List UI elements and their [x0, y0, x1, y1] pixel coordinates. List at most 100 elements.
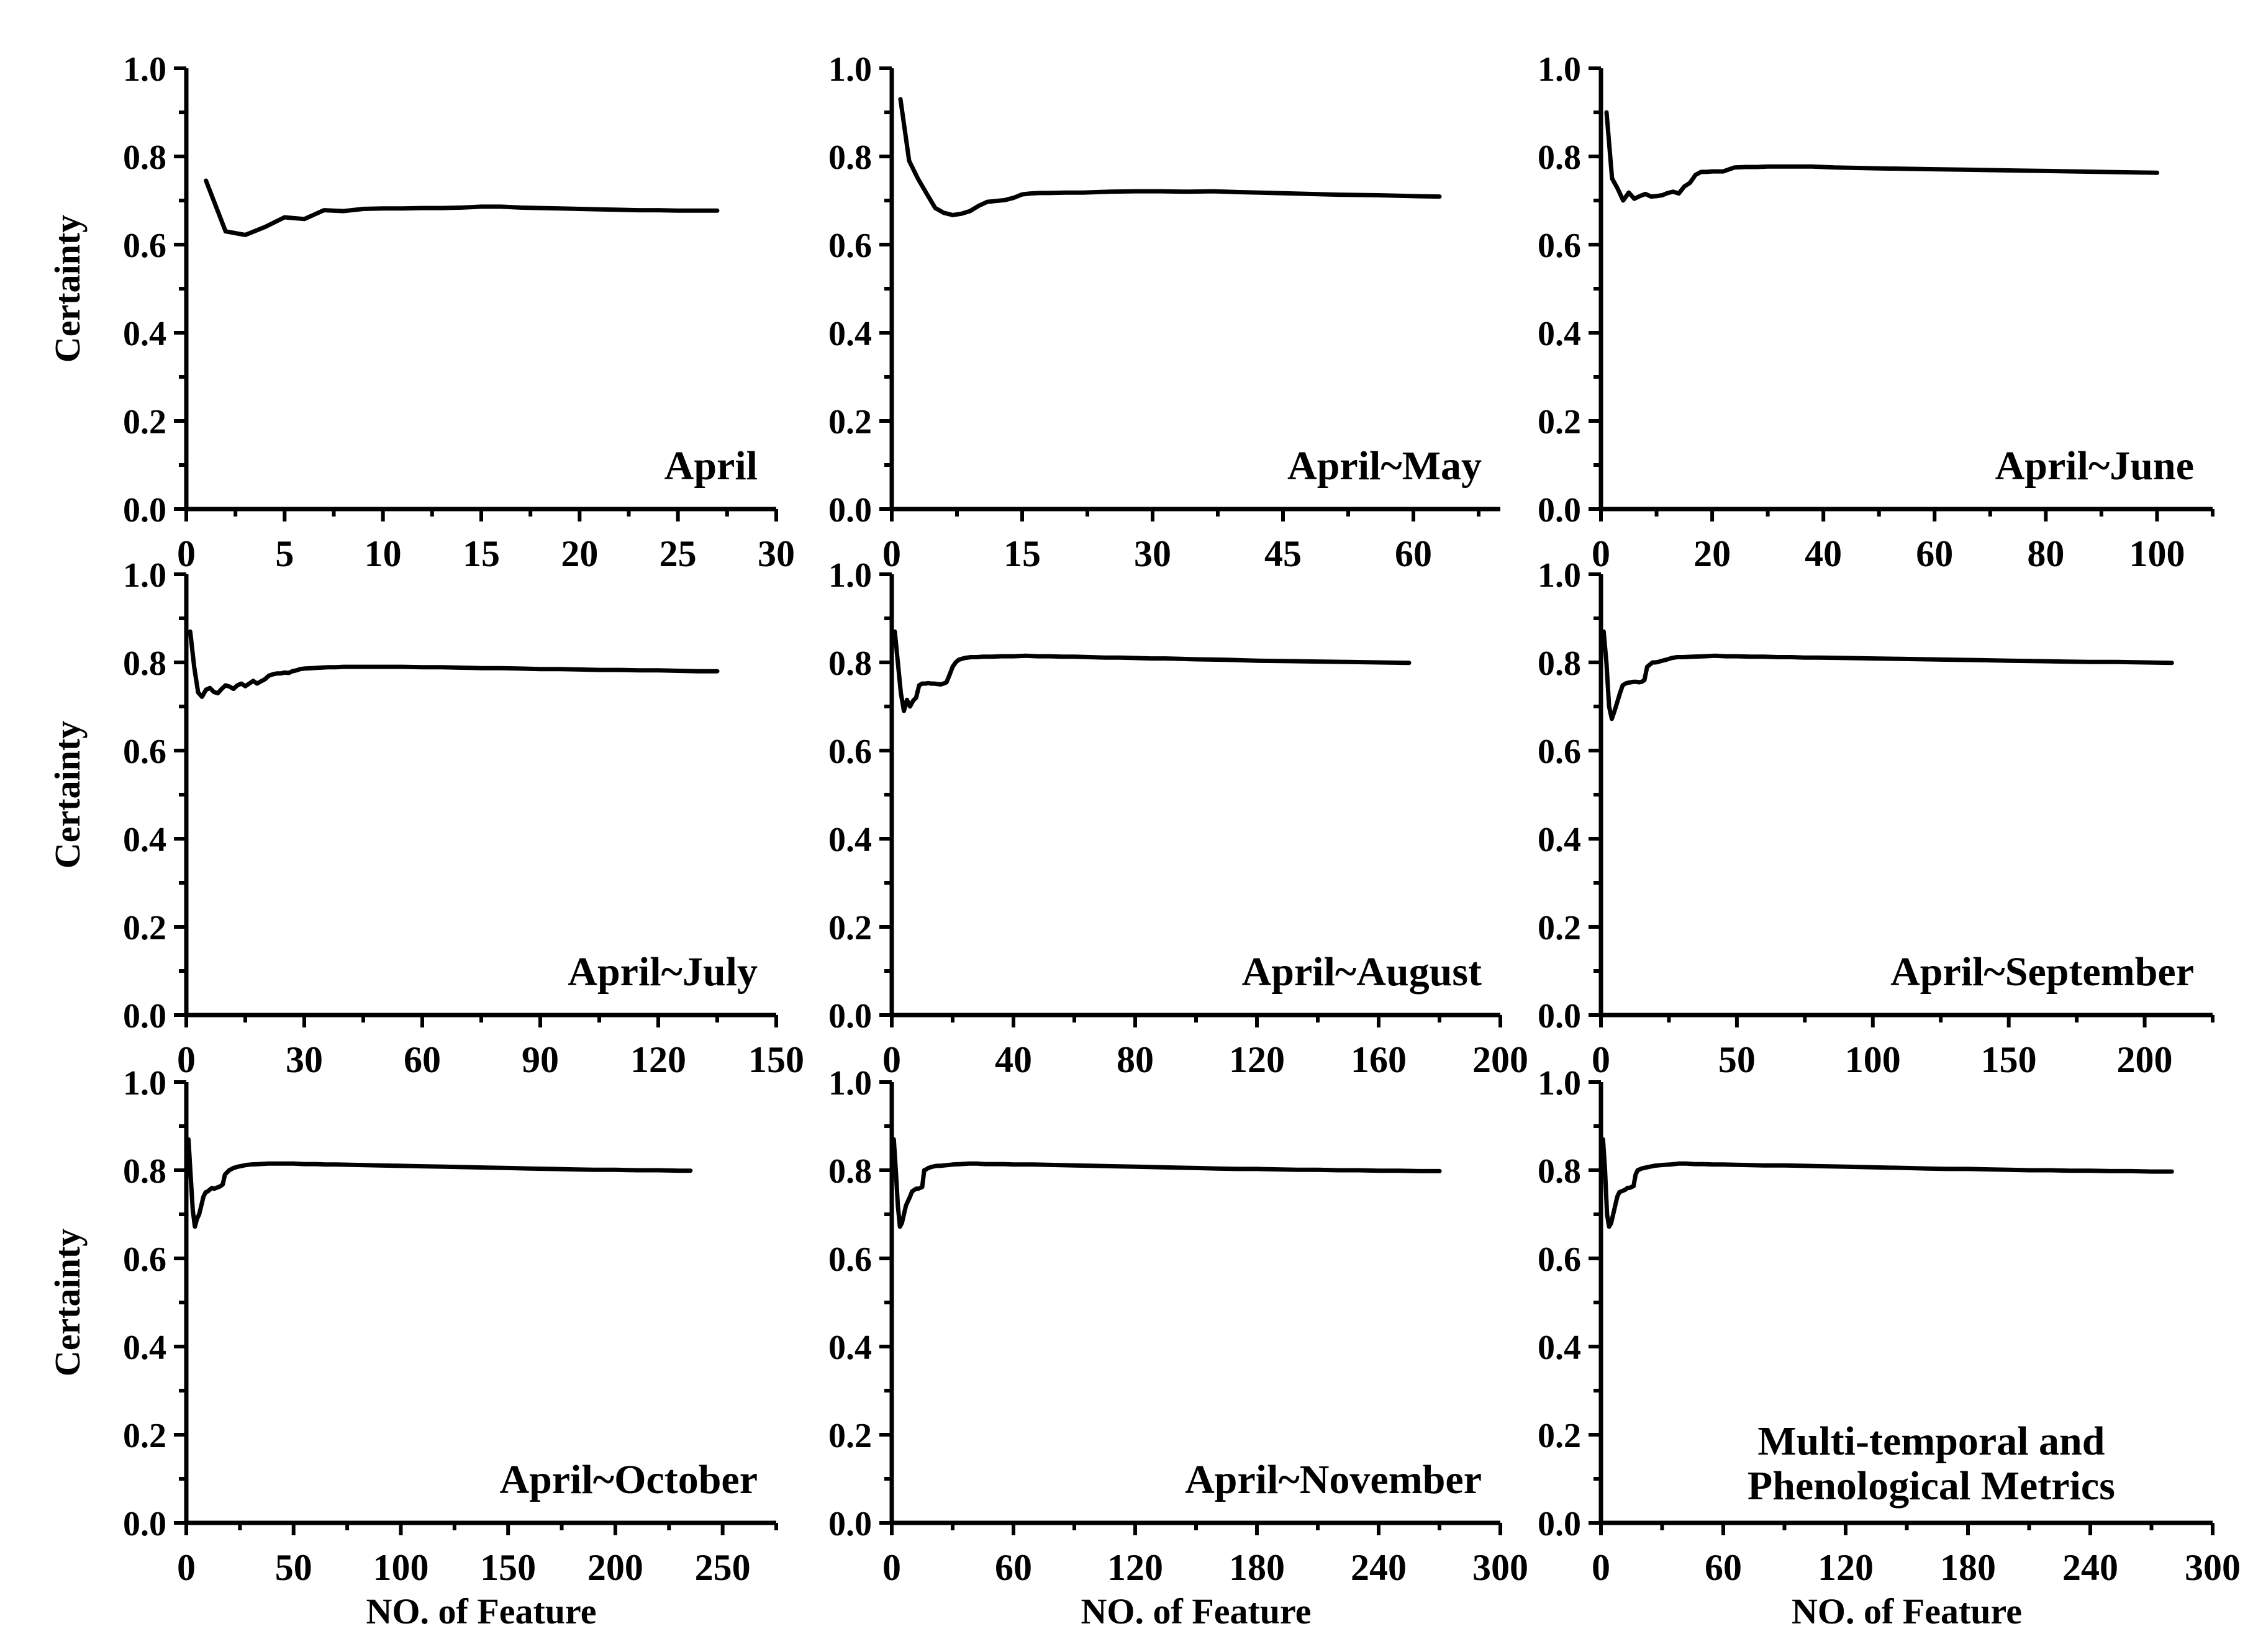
series-line — [891, 1137, 1442, 1229]
series-line — [204, 178, 720, 237]
y-tick-label: 1.0 — [123, 50, 166, 89]
x-tick-label: 15 — [463, 533, 500, 574]
x-tick-label: 30 — [286, 1039, 323, 1080]
x-tick-label: 0 — [1592, 1039, 1610, 1080]
series-line — [898, 97, 1442, 217]
x-tick-label: 150 — [748, 1039, 804, 1080]
x-tick-label: 60 — [1395, 533, 1432, 574]
x-tick-label: 30 — [758, 533, 795, 574]
series-line — [892, 629, 1412, 713]
y-tick-label: 0.2 — [1538, 909, 1581, 947]
y-tick-label: 0.8 — [1538, 1152, 1581, 1191]
x-tick-label: 0 — [177, 1547, 196, 1588]
x-axis-title: NO. of Feature — [1081, 1591, 1312, 1632]
x-tick-label: 180 — [1940, 1547, 1996, 1588]
y-tick-label: 0.6 — [828, 1240, 872, 1279]
y-tick-label: 0.4 — [1538, 1329, 1581, 1367]
panel-title: April~July — [568, 949, 758, 995]
y-tick-label: 0.8 — [828, 1152, 872, 1191]
x-tick-label: 160 — [1351, 1039, 1407, 1080]
x-tick-label: 60 — [404, 1039, 441, 1080]
y-tick-label: 1.0 — [123, 1064, 166, 1103]
y-tick-label: 0.4 — [123, 821, 166, 859]
y-tick-label: 0.4 — [828, 1329, 872, 1367]
panel-april-may: 0.0 0.2 0.4 0.6 0.8 1.0 0 15 30 45 60 April~May — [828, 50, 1500, 574]
x-tick-label: 20 — [561, 533, 598, 574]
x-tick-label: 0 — [177, 1039, 196, 1080]
x-tick-label: 120 — [1107, 1547, 1163, 1588]
y-tick-label: 0.4 — [123, 1329, 166, 1367]
panel-title: April~October — [499, 1457, 758, 1502]
x-tick-label: 180 — [1229, 1547, 1285, 1588]
y-axis-title: Certainty — [47, 1229, 88, 1376]
x-tick-label: 240 — [1351, 1547, 1407, 1588]
x-tick-label: 90 — [522, 1039, 559, 1080]
y-tick-label: 0.0 — [123, 997, 166, 1036]
y-tick-label: 0.8 — [123, 138, 166, 177]
x-tick-label: 15 — [1004, 533, 1041, 574]
x-tick-label: 0 — [177, 533, 196, 574]
series-line — [186, 1137, 693, 1229]
y-tick-label: 0.8 — [828, 138, 872, 177]
y-tick-label: 0.6 — [1538, 733, 1581, 771]
y-tick-label: 1.0 — [828, 1064, 872, 1103]
panel-april-july: 0.0 0.2 0.4 0.6 0.8 1.0 0 30 60 90 120 150 April~Jul… — [47, 556, 804, 1080]
y-tick-label: 0.2 — [123, 1417, 166, 1455]
x-tick-label: 50 — [1718, 1039, 1756, 1080]
y-tick-label: 0.0 — [1538, 997, 1581, 1036]
panel-april: 0.0 0.2 0.4 0.6 0.8 1.0 0 5 10 15 20 25 30 April Certa… — [47, 50, 795, 574]
x-tick-label: 250 — [695, 1547, 751, 1588]
y-tick-label: 0.2 — [828, 403, 872, 441]
series-line — [1601, 629, 2174, 721]
x-tick-label: 100 — [1845, 1039, 1901, 1080]
panel-title: April~August — [1242, 949, 1482, 995]
panel-title: April~September — [1890, 949, 2194, 995]
series-line — [1604, 110, 2159, 203]
y-axis-title: Certainty — [47, 721, 88, 869]
y-tick-label: 1.0 — [1538, 1064, 1581, 1103]
x-tick-label: 100 — [2129, 533, 2185, 574]
y-tick-label: 0.2 — [828, 909, 872, 947]
x-axis-title: NO. of Feature — [1792, 1591, 2022, 1632]
y-tick-label: 0.4 — [1538, 821, 1581, 859]
x-tick-label: 120 — [630, 1039, 686, 1080]
y-tick-label: 1.0 — [828, 556, 872, 595]
panel-title: April~November — [1185, 1457, 1482, 1502]
panel-title: April~June — [1995, 443, 2194, 489]
panel-april-september: 0.0 0.2 0.4 0.6 0.8 1.0 0 50 100 150 200 April~Sept… — [1538, 556, 2214, 1080]
y-tick-label: 0.0 — [828, 997, 872, 1036]
panel-april-october: 0.0 0.2 0.4 0.6 0.8 1.0 0 50 100 150 200 250 April~O… — [47, 1064, 778, 1632]
x-tick-label: 0 — [1592, 533, 1610, 574]
x-tick-label: 25 — [660, 533, 697, 574]
x-axis-title: NO. of Feature — [366, 1591, 597, 1632]
x-tick-label: 200 — [587, 1547, 643, 1588]
x-tick-label: 120 — [1229, 1039, 1285, 1080]
x-tick-label: 45 — [1264, 533, 1302, 574]
panel-title: April — [664, 443, 758, 489]
panel-april-june: 0.0 0.2 0.4 0.6 0.8 1.0 0 20 40 60 80 100 April~June — [1538, 50, 2214, 574]
x-tick-label: 0 — [882, 1039, 901, 1080]
series-line — [188, 629, 720, 699]
y-tick-label: 0.0 — [123, 1505, 166, 1543]
y-tick-label: 1.0 — [1538, 556, 1581, 595]
y-tick-label: 1.0 — [123, 556, 166, 595]
y-tick-label: 0.6 — [123, 227, 166, 265]
x-tick-label: 60 — [995, 1547, 1032, 1588]
y-tick-label: 0.6 — [123, 733, 166, 771]
y-tick-label: 0.0 — [123, 491, 166, 530]
y-tick-label: 0.2 — [123, 909, 166, 947]
x-tick-label: 200 — [1472, 1039, 1528, 1080]
x-tick-label: 0 — [882, 533, 901, 574]
x-tick-label: 40 — [995, 1039, 1032, 1080]
x-tick-label: 80 — [1117, 1039, 1154, 1080]
x-tick-label: 200 — [2117, 1039, 2173, 1080]
y-tick-label: 0.0 — [828, 491, 872, 530]
y-tick-label: 1.0 — [828, 50, 872, 89]
y-tick-label: 0.6 — [1538, 227, 1581, 265]
y-tick-label: 0.6 — [1538, 1240, 1581, 1279]
x-tick-label: 20 — [1693, 533, 1731, 574]
y-tick-label: 0.0 — [828, 1505, 872, 1543]
x-tick-label: 0 — [882, 1547, 901, 1588]
